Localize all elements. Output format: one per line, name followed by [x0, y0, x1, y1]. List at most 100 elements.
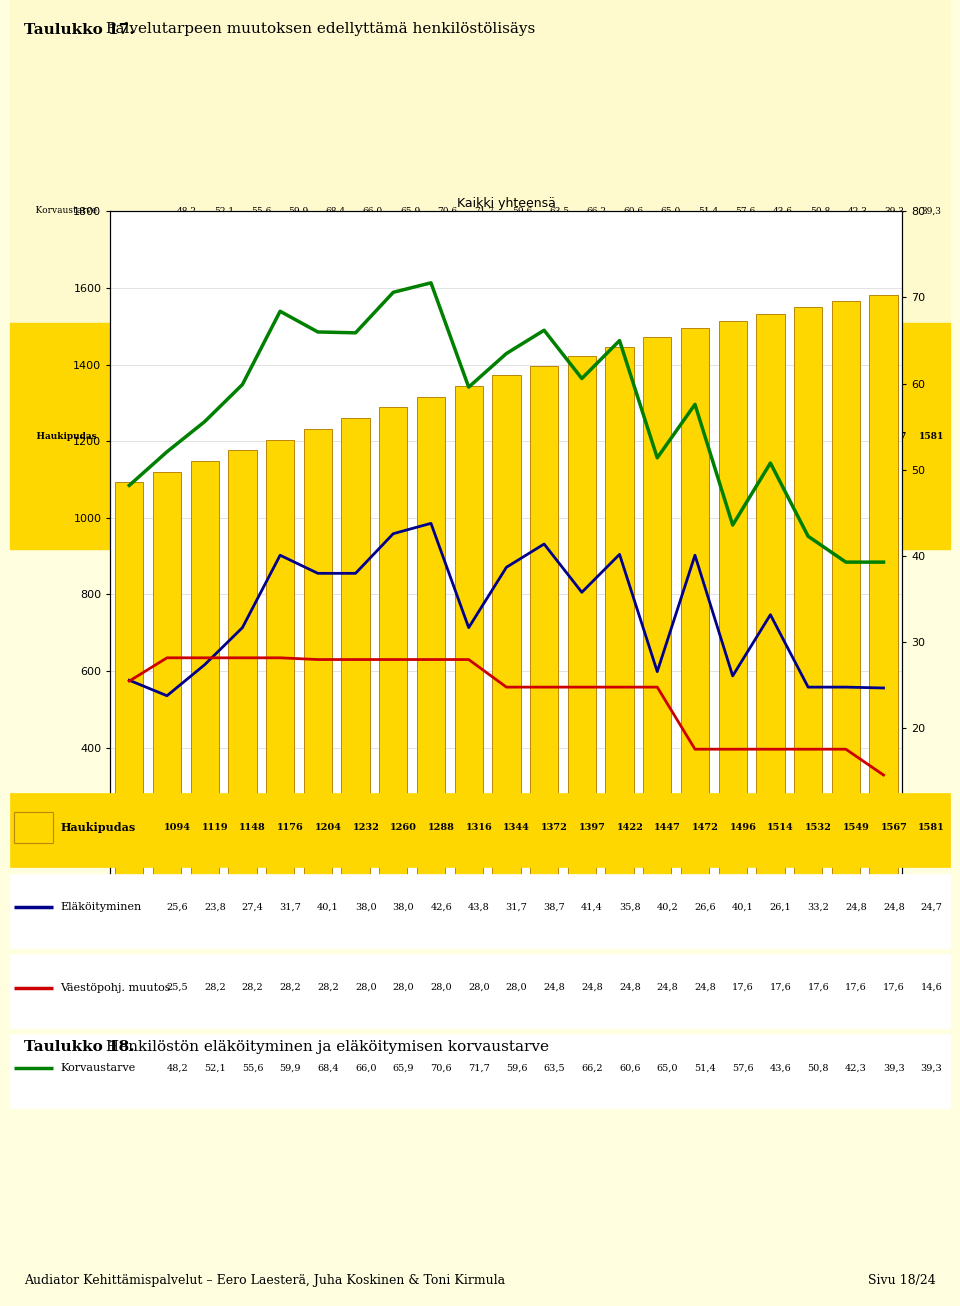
- Text: 24,8: 24,8: [581, 983, 603, 993]
- Text: Eläköityminen: Eläköityminen: [60, 902, 142, 913]
- Text: 1567: 1567: [882, 431, 907, 440]
- Text: 66,0: 66,0: [355, 1063, 376, 1072]
- Bar: [454, 385, 483, 901]
- Text: 40,1: 40,1: [732, 902, 754, 912]
- Text: 1422: 1422: [621, 431, 646, 440]
- Text: 40,1: 40,1: [317, 902, 339, 912]
- Text: 50,8: 50,8: [810, 206, 830, 215]
- Text: 35,8: 35,8: [619, 902, 640, 912]
- Bar: [190, 461, 219, 901]
- Text: 42,3: 42,3: [845, 1063, 867, 1072]
- Text: 1472: 1472: [692, 823, 719, 832]
- Text: 43,6: 43,6: [773, 206, 793, 215]
- Text: 43,6: 43,6: [770, 1063, 792, 1072]
- Text: Taulukko 18.: Taulukko 18.: [24, 1040, 134, 1054]
- Bar: [643, 337, 671, 901]
- Bar: [153, 471, 181, 901]
- Text: Henkilöstön eläköityminen ja eläköitymisen korvaustarve: Henkilöstön eläköityminen ja eläköitymis…: [101, 1040, 549, 1054]
- Text: 39,3: 39,3: [883, 1063, 904, 1072]
- Text: 1532: 1532: [807, 431, 832, 440]
- Bar: [10, 0, 950, 98]
- Bar: [492, 375, 520, 901]
- Text: 1447: 1447: [654, 823, 681, 832]
- Text: 1514: 1514: [767, 823, 794, 832]
- Text: Taulukko 17.: Taulukko 17.: [24, 22, 134, 37]
- Bar: [567, 357, 596, 901]
- Text: 1422: 1422: [616, 823, 643, 832]
- Text: 1288: 1288: [428, 823, 455, 832]
- Text: 39,3: 39,3: [884, 206, 904, 215]
- Text: 71,7: 71,7: [474, 206, 494, 215]
- Text: 38,7: 38,7: [543, 902, 565, 912]
- Text: 1288: 1288: [435, 431, 460, 440]
- Text: 28,0: 28,0: [393, 983, 415, 993]
- Text: 31,7: 31,7: [506, 902, 528, 912]
- Text: 1119: 1119: [202, 823, 228, 832]
- Text: 57,6: 57,6: [732, 1063, 754, 1072]
- Text: Korvaustarve: Korvaustarve: [24, 206, 97, 215]
- Text: 1514: 1514: [770, 431, 796, 440]
- Text: Haukipudas: Haukipudas: [24, 431, 97, 440]
- Text: 1549: 1549: [843, 823, 870, 832]
- Text: 1472: 1472: [696, 431, 721, 440]
- Text: 1176: 1176: [286, 431, 311, 440]
- Text: Haukipudas: Haukipudas: [60, 821, 135, 833]
- Text: 1232: 1232: [360, 431, 386, 440]
- Text: Väestöpohj. muutos: Väestöpohj. muutos: [60, 982, 171, 993]
- Bar: [417, 397, 445, 901]
- Text: 17,6: 17,6: [732, 983, 754, 993]
- Text: 51,4: 51,4: [698, 206, 718, 215]
- Bar: [266, 440, 295, 901]
- Text: 41,4: 41,4: [581, 902, 603, 912]
- Text: 57,6: 57,6: [735, 206, 756, 215]
- Text: 60,6: 60,6: [619, 1063, 640, 1072]
- Text: 28,2: 28,2: [242, 983, 264, 993]
- Text: 1344: 1344: [510, 431, 535, 440]
- Text: 1119: 1119: [211, 431, 236, 440]
- Text: 51,4: 51,4: [694, 1063, 716, 1072]
- Text: 24,8: 24,8: [883, 902, 904, 912]
- Text: 43,8: 43,8: [468, 902, 490, 912]
- Text: 1204: 1204: [324, 431, 348, 440]
- Text: 28,2: 28,2: [317, 983, 339, 993]
- Text: 52,1: 52,1: [204, 1063, 226, 1072]
- Text: 70,6: 70,6: [438, 206, 458, 215]
- Text: 1581: 1581: [918, 823, 945, 832]
- Text: 59,6: 59,6: [506, 1063, 527, 1072]
- Text: 1176: 1176: [277, 823, 303, 832]
- Bar: [831, 300, 860, 901]
- Bar: [14, 811, 53, 842]
- Text: 38,0: 38,0: [355, 902, 376, 912]
- Text: Audiator Kehittämispalvelut – Eero Laesterä, Juha Koskinen & Toni Kirmula: Audiator Kehittämispalvelut – Eero Laest…: [24, 1273, 505, 1286]
- Text: 1204: 1204: [315, 823, 342, 832]
- Text: 65,9: 65,9: [393, 1063, 415, 1072]
- Text: 48,2: 48,2: [166, 1063, 188, 1072]
- Text: 1581: 1581: [919, 431, 945, 440]
- Text: 39,3: 39,3: [921, 1063, 943, 1072]
- Text: 1372: 1372: [541, 823, 567, 832]
- Text: 1567: 1567: [880, 823, 907, 832]
- Text: 17,6: 17,6: [807, 983, 829, 993]
- Text: 55,6: 55,6: [242, 1063, 263, 1072]
- Text: 68,4: 68,4: [325, 206, 346, 215]
- Text: 60,6: 60,6: [624, 206, 644, 215]
- Text: 1232: 1232: [352, 823, 379, 832]
- Text: 24,8: 24,8: [543, 983, 565, 993]
- Bar: [10, 98, 950, 324]
- Text: 23,8: 23,8: [204, 902, 226, 912]
- Text: 24,8: 24,8: [657, 983, 679, 993]
- Text: 24,7: 24,7: [921, 902, 943, 912]
- Bar: [379, 407, 407, 901]
- Text: 38,0: 38,0: [393, 902, 415, 912]
- Bar: [10, 874, 950, 947]
- Text: 48,2: 48,2: [177, 206, 197, 215]
- Text: 68,4: 68,4: [318, 1063, 339, 1072]
- Text: 50,8: 50,8: [807, 1063, 829, 1072]
- Text: 17,6: 17,6: [770, 983, 792, 993]
- Text: 55,6: 55,6: [251, 206, 272, 215]
- Bar: [10, 794, 950, 867]
- Text: 1549: 1549: [845, 431, 870, 440]
- Bar: [681, 328, 709, 901]
- Bar: [530, 366, 559, 901]
- Text: 59,6: 59,6: [512, 206, 532, 215]
